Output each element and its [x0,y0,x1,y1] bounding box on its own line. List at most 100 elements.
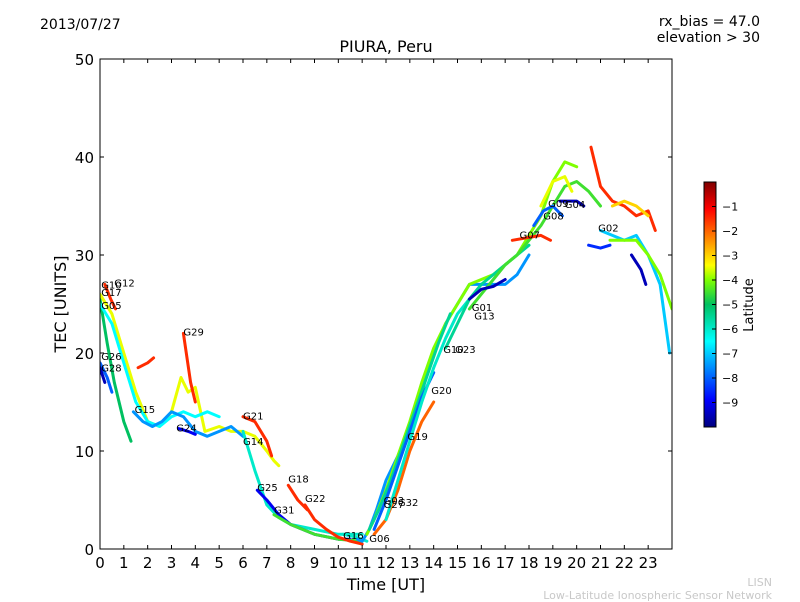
series-line-g09 [136,356,156,370]
series-line-g20 [384,297,471,522]
satellite-label: G02 [598,224,618,235]
series-line-g13 [467,180,602,311]
elevation-label: elevation > 30 [656,30,760,46]
x-tick-label: 13 [400,554,419,572]
satellite-label: G19 [407,432,427,443]
satellite-label: G22 [305,494,325,505]
satellite-label: G21 [243,412,263,423]
colorbar-ticks: −9 −8 −7 −6 −5 −4 −3 −2 −1 [712,201,738,410]
x-tick-label: 16 [472,554,491,572]
colorbar-tick-label: −1 [722,201,738,214]
series-line-g05b [599,229,672,355]
x-tick-label: 20 [567,554,586,572]
satellite-label: G15 [135,405,155,416]
satellite-label: G14 [243,437,263,448]
chart-title: PIURA, Peru [339,37,433,56]
series-line-g07 [510,233,552,242]
x-tick-label: 2 [143,554,153,572]
colorbar-tick-label: −7 [722,348,738,361]
y-tick-label: 40 [75,149,94,167]
x-tick-label: 19 [543,554,562,572]
colorbar-tick-label: −8 [722,372,738,385]
satellite-label: G10 [101,280,121,291]
satellite-label: G32 [398,498,418,509]
x-tick-label: 5 [214,554,224,572]
x-tick-label: 6 [238,554,248,572]
x-tick-label: 9 [310,554,320,572]
satellite-label: G06 [369,534,389,545]
series-line-g17 [103,282,117,311]
x-tick-label: 7 [262,554,272,572]
satellite-label: G17 [101,288,121,299]
series-line-g18 [286,483,309,512]
satellite-label: G13 [474,312,494,323]
x-tick-label: 18 [519,554,538,572]
satellite-label: G01 [472,303,492,314]
series-line-g01 [467,278,507,301]
y-tick-label: 10 [75,443,94,461]
series-line-g03b [587,243,612,250]
x-tick-label: 22 [615,554,634,572]
series-line-g02 [589,145,657,232]
satellite-label: G18 [288,474,308,485]
colorbar-tick-label: −5 [722,299,738,312]
x-axis: 0 1 2 3 4 5 6 7 8 9 10 11 12 13 14 15 16 17 18 19 20 21 22 23 [95,59,658,572]
satellite-label: G10 [443,345,463,356]
colorbar-tick-label: −9 [722,397,738,410]
x-tick-label: 1 [119,554,129,572]
series-line-g30 [610,199,650,218]
satellite-label: G29 [183,327,203,338]
satellite-label: G16 [343,531,363,542]
x-axis-label: Time [UT] [346,575,425,594]
satellite-label: G05 [101,301,121,312]
colorbar-label: Latitude [742,278,757,332]
series-line-g28 [100,366,107,384]
series-line-g10 [100,302,221,428]
series-layer [100,145,672,546]
x-tick-label: 8 [286,554,296,572]
satellite-label: G03 [384,496,404,507]
satellite-label: G31 [274,506,294,517]
series-line-g08 [532,204,564,228]
satellite-label: G08 [543,212,563,223]
x-tick-label: 15 [448,554,467,572]
series-line-g04b [630,253,648,286]
colorbar-tick-label: −2 [722,225,738,238]
satellite-label: G27 [384,500,404,511]
satellite-label: G04 [565,200,585,211]
satellite-label: G09 [548,199,568,210]
satellite-label: G25 [257,483,277,494]
y-tick-label: 50 [75,51,94,69]
satellite-label: G12 [114,278,134,289]
x-tick-label: 12 [376,554,395,572]
satellite-labels: G10G12G17G05G26G28G15G29G24G21G14G25G18G… [101,199,618,545]
x-tick-label: 4 [191,554,201,572]
satellite-label: G28 [101,364,121,375]
series-line-g32 [372,400,436,536]
colorbar-tick-label: −4 [722,274,738,287]
satellite-label: G23 [455,345,475,356]
x-tick-label: 0 [95,554,105,572]
series-line-g04 [558,199,586,208]
series-line-g09b [539,175,574,208]
y-tick-label: 0 [84,541,94,559]
colorbar-tick-label: −6 [722,323,738,336]
colorbar: −9 −8 −7 −6 −5 −4 −3 −2 −1 Latitude [703,181,757,428]
footer-credit: LISN Low-Latitude Ionospheric Sensor Net… [543,576,772,602]
series-line-g25 [255,488,352,541]
series-line-g27 [367,312,452,531]
y-tick-label: 20 [75,345,94,363]
series-line-g26 [100,361,114,394]
x-tick-label: 14 [424,554,443,572]
x-tick-label: 23 [639,554,658,572]
series-line-g15 [131,410,245,438]
series-line-g22 [303,503,364,546]
series-line-g24 [177,427,197,436]
series-line-g02b [608,238,672,311]
footer-network-name: Low-Latitude Ionospheric Sensor Network [543,589,772,602]
x-tick-label: 17 [496,554,515,572]
x-tick-label: 11 [353,554,372,572]
series-line-g05 [100,297,133,443]
rx-bias-label: rx_bias = 47.0 [658,14,760,30]
